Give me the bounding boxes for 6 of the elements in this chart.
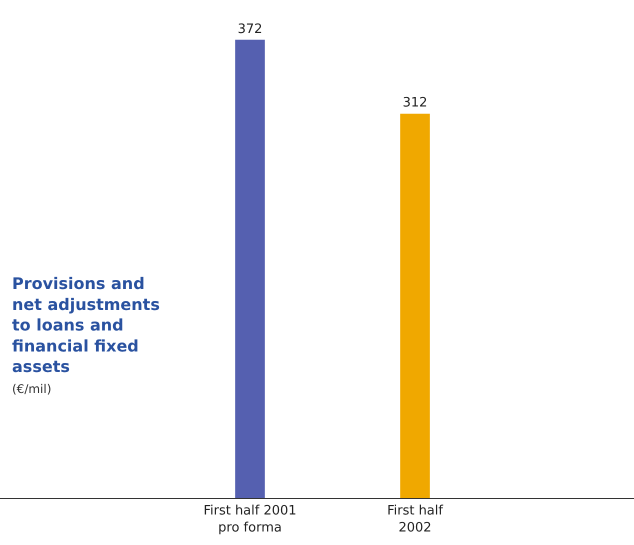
text: (€/mil): [12, 382, 52, 396]
data-label: 312: [402, 96, 428, 111]
text: Provisions and net adjustments to loans and financial fixed assets: [12, 274, 160, 376]
data-label: 372: [238, 22, 262, 37]
x-tick-label: First half 2001 pro forma: [203, 504, 297, 536]
x-tick-label: First half 2002: [387, 504, 444, 536]
